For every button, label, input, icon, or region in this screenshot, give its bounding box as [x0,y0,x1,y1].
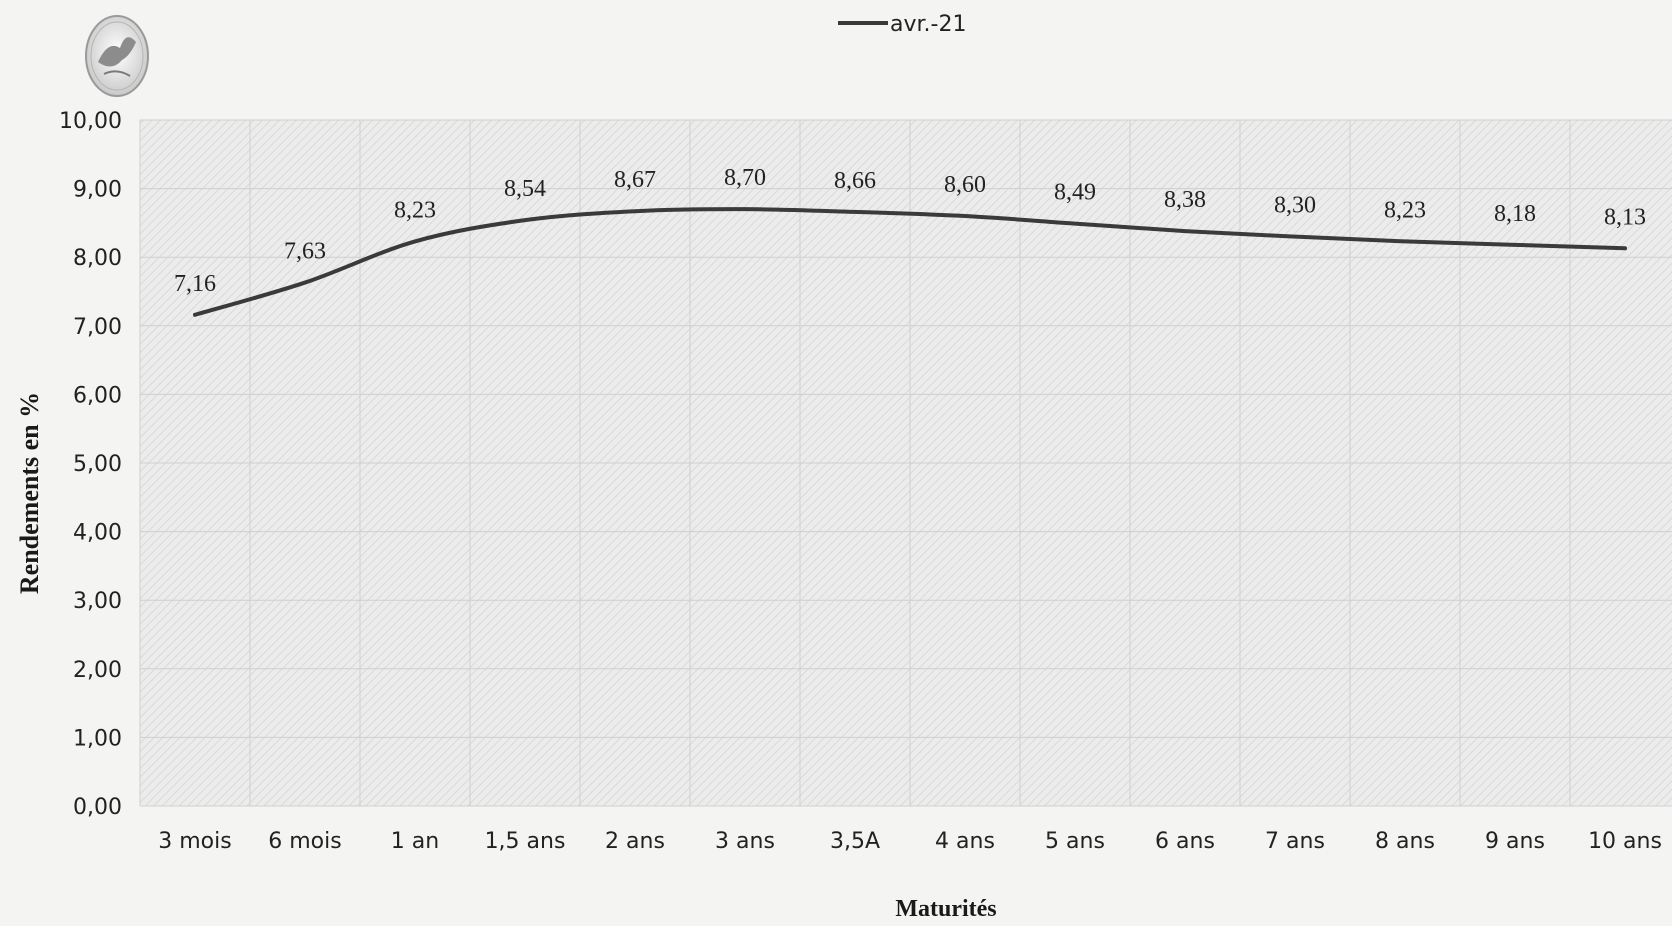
data-label: 7,63 [284,239,326,265]
y-tick-label: 8,00 [73,246,122,271]
data-label: 8,30 [1274,193,1316,219]
y-tick-label: 4,00 [73,521,122,546]
y-tick-label: 0,00 [73,795,122,820]
y-axis-title: Rendements en % [15,392,44,594]
x-tick-label: 4 ans [935,829,995,854]
data-label: 7,16 [174,271,216,297]
data-label: 8,67 [614,167,656,193]
data-label: 8,18 [1494,201,1536,227]
x-tick-label: 3,5A [830,829,880,854]
x-tick-label: 8 ans [1375,829,1435,854]
x-tick-label: 2 ans [605,829,665,854]
data-label: 8,23 [1384,197,1426,223]
y-tick-label: 2,00 [73,658,122,683]
series-line-avr-21 [193,207,1627,317]
logo-emblem [85,15,149,97]
y-tick-label: 1,00 [73,726,122,751]
x-tick-label: 3 mois [158,829,231,854]
legend-label: avr.-21 [890,12,966,37]
y-tick-label: 9,00 [73,178,122,203]
y-tick-label: 5,00 [73,452,122,477]
x-axis-title: Maturités [895,896,996,922]
x-tick-label: 6 ans [1155,829,1215,854]
legend: avr.-21 [838,12,966,37]
x-tick-label: 5 ans [1045,829,1105,854]
data-label: 8,70 [724,165,766,191]
data-label: 8,23 [394,197,436,223]
data-label: 8,66 [834,168,876,194]
data-label: 8,38 [1164,187,1206,213]
x-tick-label: 1 an [391,829,439,854]
y-tick-label: 7,00 [73,315,122,340]
data-label: 8,13 [1604,204,1646,230]
x-tick-label: 10 ans [1588,829,1662,854]
x-tick-label: 7 ans [1265,829,1325,854]
series-line-group [193,207,1627,317]
x-axis-ticks: 3 mois 6 mois 1 an 1,5 ans 2 ans 3 ans 3,5A 4 a… [158,829,1662,854]
gridlines [139,119,1672,807]
data-labels: 7,16 7,63 8,23 8,54 8,67 8,70 8,66 8,60 8,49 8,38… [174,165,1646,297]
data-label: 8,54 [504,176,546,202]
x-tick-label: 9 ans [1485,829,1545,854]
x-tick-label: 1,5 ans [485,829,566,854]
y-axis-ticks: 0,00 1,00 2,00 3,00 4,00 5,00 6,00 7,00 8,00 9,00… [59,109,122,820]
x-tick-label: 3 ans [715,829,775,854]
y-tick-label: 10,00 [59,109,122,134]
data-label: 8,49 [1054,180,1096,206]
x-tick-label: 6 mois [268,829,341,854]
y-tick-label: 6,00 [73,383,122,408]
data-label: 8,60 [944,172,986,198]
y-tick-label: 3,00 [73,589,122,614]
